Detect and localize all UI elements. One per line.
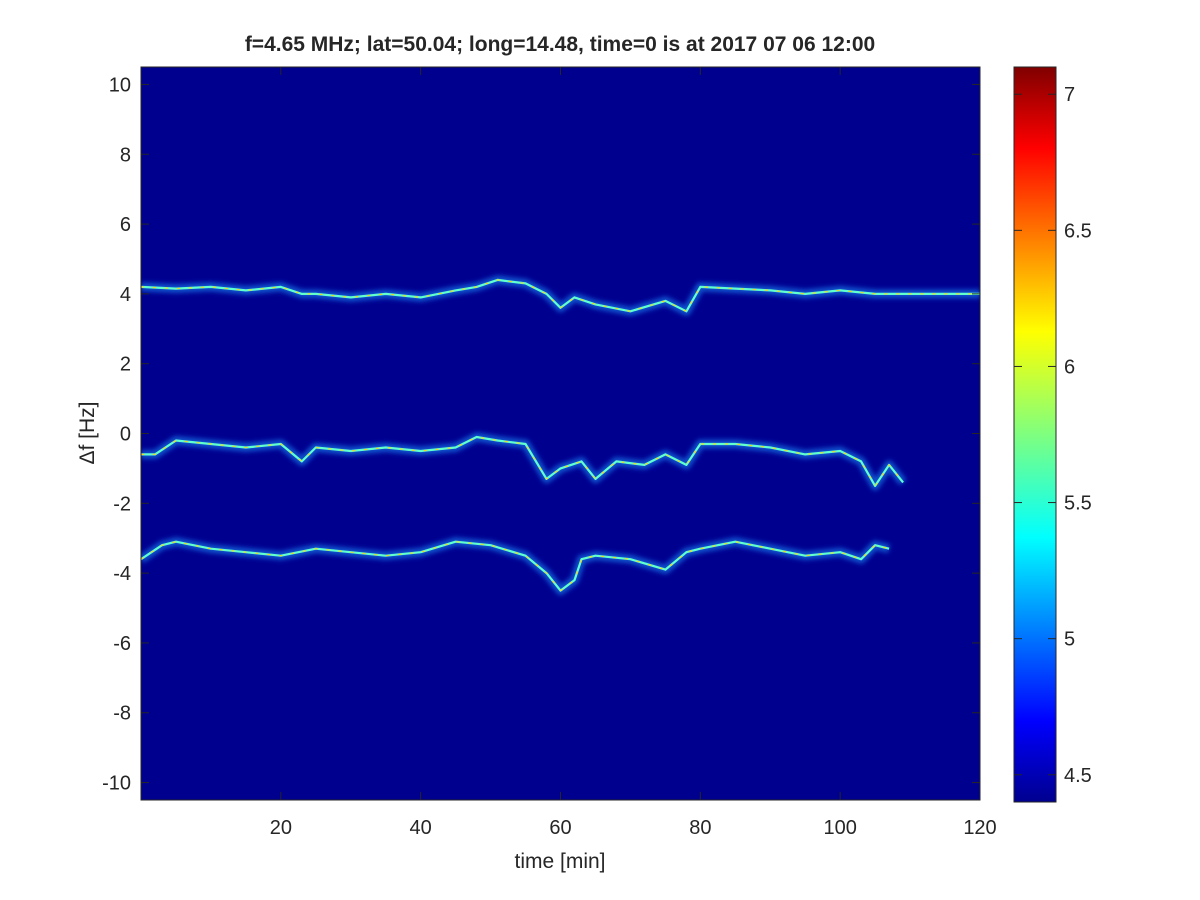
x-axis: 20 40 60 80 100 120	[270, 67, 997, 839]
colorbar-tick-label-2: 6.5	[1064, 220, 1092, 242]
colorbar-tick-label-1: 7	[1064, 84, 1075, 106]
y-tick-label-8: -4	[113, 563, 131, 585]
y-tick-label-2: 8	[120, 144, 131, 166]
y-tick-label-11: -10	[102, 773, 131, 795]
y-tick-label-9: -6	[113, 633, 131, 655]
x-tick-label-6: 120	[963, 817, 996, 839]
doppler-traces	[141, 275, 980, 596]
y-tick-label-3: 6	[120, 214, 131, 236]
colorbar-tick-label-6: 4.5	[1064, 765, 1092, 787]
x-tick-label-5: 100	[823, 817, 856, 839]
colorbar-tick-label-3: 6	[1064, 356, 1075, 378]
trace-peak-1	[141, 279, 980, 312]
y-tick-label-5: 2	[120, 354, 131, 376]
x-tick-label-3: 60	[549, 817, 571, 839]
y-axis: 10 8 6 4 2 0 -2 -4 -6 -8 -10	[102, 74, 980, 795]
colorbar-ticks: 7 6.5 6 5.5 5 4.5	[1014, 84, 1092, 787]
plot-area	[141, 67, 980, 800]
colorbar-tick-label-4: 5.5	[1064, 493, 1092, 515]
trace-peak-3	[141, 541, 890, 592]
x-tick-label-2: 40	[410, 817, 432, 839]
colorbar	[1013, 66, 1057, 803]
x-tick-label-4: 80	[689, 817, 711, 839]
y-axis-label: Δf [Hz]	[76, 401, 99, 464]
x-axis-label: time [min]	[514, 850, 605, 873]
chart-title: f=4.65 MHz; lat=50.04; long=14.48, time=…	[245, 33, 875, 56]
y-tick-label-4: 4	[120, 284, 131, 306]
y-tick-label-6: 0	[120, 424, 131, 446]
y-tick-label-7: -2	[113, 493, 131, 515]
trace-line-2	[141, 435, 904, 487]
colorbar-tick-label-5: 5	[1064, 629, 1075, 651]
y-tick-label-1: 10	[109, 74, 131, 96]
y-tick-label-10: -8	[113, 703, 131, 725]
x-tick-label-1: 20	[270, 817, 292, 839]
